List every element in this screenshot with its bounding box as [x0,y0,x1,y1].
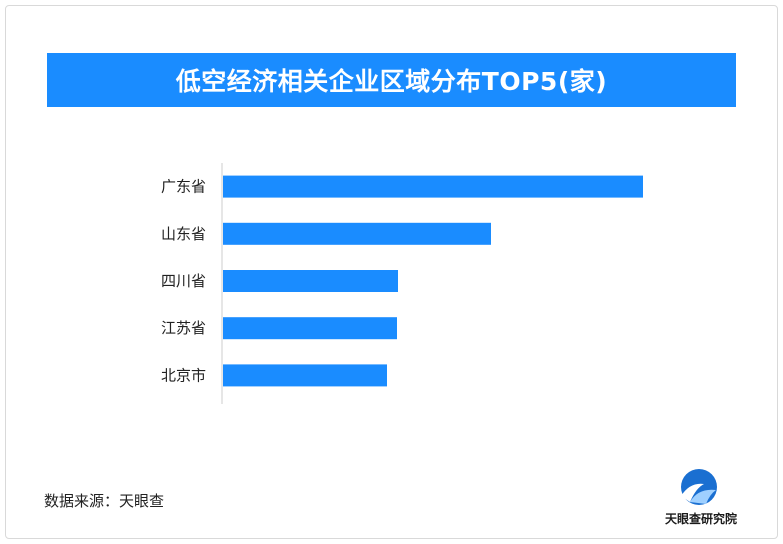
category-label: 江苏省 [161,319,206,337]
bar-4 [223,364,387,387]
bar-0 [223,175,643,198]
bar-3 [223,317,397,340]
tianyancha-logo: 天眼查研究院 [659,468,743,530]
chart-title: 低空经济相关企业区域分布TOP5(家) [175,67,608,96]
chart-title-bar: 低空经济相关企业区域分布TOP5(家) [47,53,736,107]
bar-2 [223,270,398,292]
category-label: 四川省 [161,272,206,290]
tianyancha-logo-icon [681,469,717,505]
category-label: 山东省 [161,225,206,243]
logo-text: 天眼查研究院 [664,512,737,526]
bar-1 [223,222,491,245]
category-label: 广东省 [161,178,206,196]
category-label: 北京市 [161,366,206,384]
data-source: 数据来源：天眼查 [44,492,165,510]
